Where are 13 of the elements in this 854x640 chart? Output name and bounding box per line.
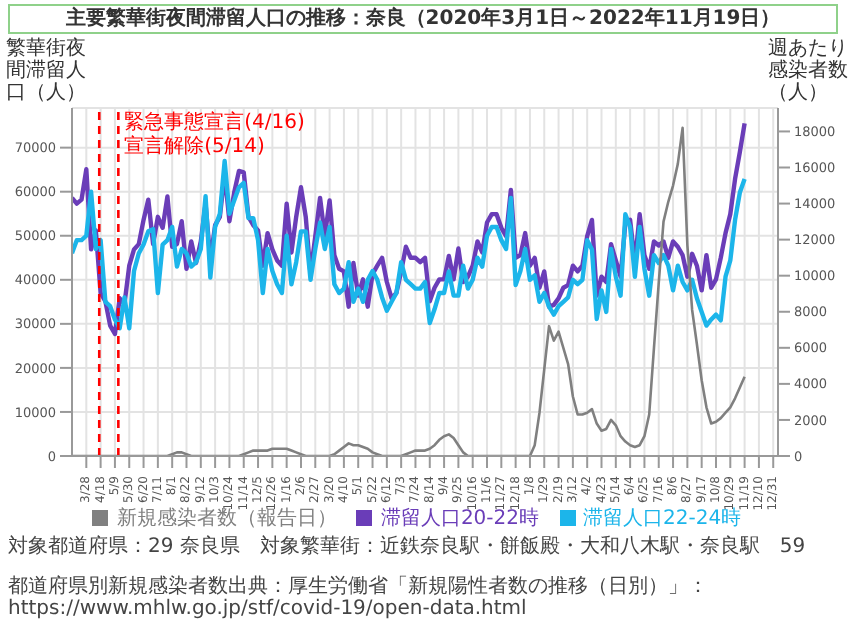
legend-label: 滞留人口22-24時 [583, 508, 742, 530]
y-axis-title: 繁華街夜間滞留人口（人） [6, 38, 88, 104]
text: 対象都道府県：29 奈良県 [8, 536, 240, 558]
ref-line-label: 宣言解除(5/14) [124, 134, 266, 158]
line-series [72, 158, 747, 331]
y2-axis-title: 週あたり感染者数（人） [768, 38, 850, 104]
text: 対象繁華街：近鉄奈良駅・餅飯殿・大和八木駅・奈良駅 [259, 536, 760, 558]
text: 59 [779, 536, 806, 558]
legend-label: 新規感染者数（報告日） [116, 508, 337, 530]
ref-line-label: 緊急事態宣言(4/16) [124, 110, 306, 134]
legend-label: 滞留人口20-22時 [380, 508, 539, 530]
chart-title: 主要繁華街夜間滞留人口の推移：奈良（2020年3月1日～2022年11月19日） [8, 4, 838, 34]
text: 都道府県別新規感染者数出典：厚生労働省「新規陽性者数の推移（日別）」：https://www.mhlw.go.jp/stf/covid-19/open-data.html [8, 575, 710, 619]
